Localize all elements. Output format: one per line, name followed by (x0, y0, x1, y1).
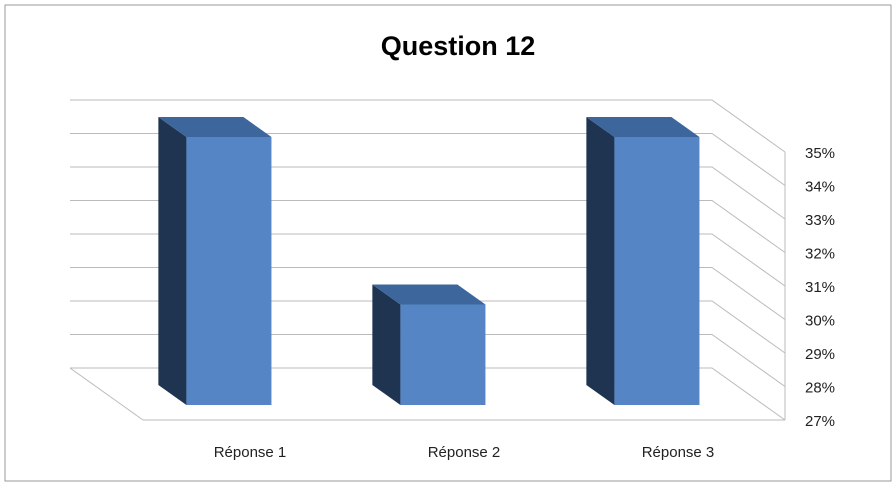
y-tick-label: 32% (805, 245, 835, 262)
y-tick-label: 35% (805, 145, 835, 162)
bar-side (158, 117, 187, 405)
floor-edge (69, 367, 144, 421)
grid-line (70, 99, 786, 153)
bar-side (586, 117, 615, 405)
bar (400, 304, 486, 405)
y-tick-label: 27% (805, 413, 835, 430)
grid-line (70, 334, 786, 387)
x-tick-label: Réponse 2 (428, 444, 501, 461)
chart-title: Question 12 (381, 31, 536, 61)
chart-frame (4, 4, 892, 482)
y-tick-label: 28% (805, 379, 835, 396)
grid-line (70, 267, 786, 320)
y-tick-label: 33% (805, 212, 835, 229)
grid-line (70, 300, 786, 354)
bar (186, 137, 272, 405)
grid-line (70, 233, 786, 287)
bar-top (372, 284, 486, 305)
y-tick-label: 29% (805, 346, 835, 363)
y-tick-label: 30% (805, 312, 835, 329)
grid-line (70, 367, 786, 421)
x-tick-label: Réponse 1 (214, 444, 287, 461)
x-tick-label: Réponse 3 (642, 444, 715, 461)
y-tick-label: 31% (805, 279, 835, 296)
grid-line (70, 133, 786, 186)
bar-top (586, 117, 700, 137)
bar-top (158, 117, 272, 137)
bar (614, 137, 700, 405)
grid-line (70, 200, 786, 253)
grid-line (70, 166, 786, 220)
bar-side (372, 284, 401, 405)
y-tick-label: 34% (805, 178, 835, 195)
